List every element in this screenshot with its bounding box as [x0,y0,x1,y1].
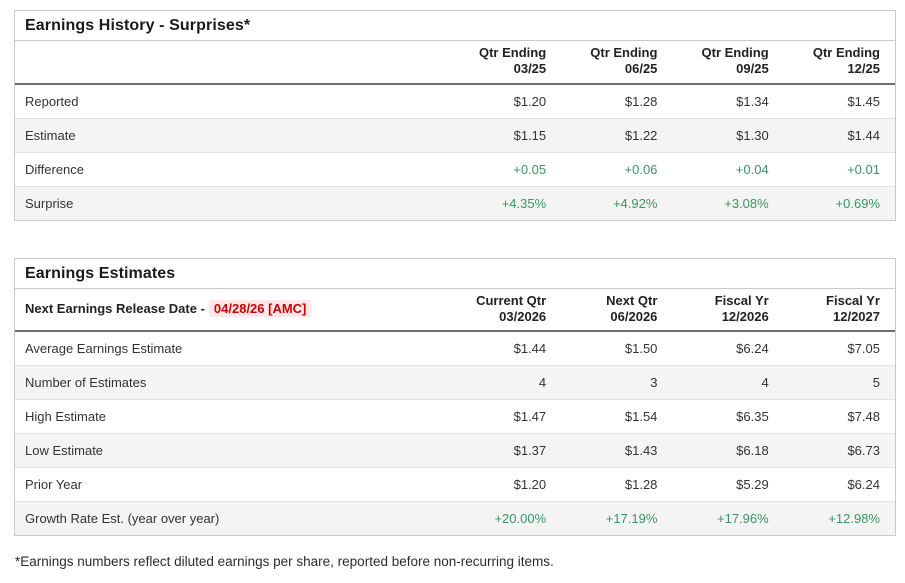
earnings-history-title: Earnings History - Surprises* [15,11,895,41]
row-label: Low Estimate [15,433,450,468]
row-value: $6.24 [783,467,895,502]
row-value: 3 [561,365,673,400]
table-row: Growth Rate Est. (year over year) +20.00%… [15,501,895,535]
column-header-06-2026: Next Qtr 06/2026 [561,288,673,332]
row-value: $6.73 [783,433,895,468]
earnings-estimates-table: Next Earnings Release Date -04/28/26 [AM… [15,288,895,535]
table-row: Estimate $1.15 $1.22 $1.30 $1.44 [15,117,895,152]
column-header-row: Qtr Ending 03/25 Qtr Ending 06/25 Qtr Ending… [15,41,895,85]
row-value: $7.05 [847,341,880,356]
table-row: Low Estimate $1.37 $1.43 $6.18 $6.73 [15,433,895,468]
row-value: $1.20 [513,93,547,109]
table-row: Difference +0.05 +0.06 +0.04 +0.01 [15,151,895,186]
row-value: $1.22 [561,117,673,152]
row-value: $1.50 [624,341,658,356]
release-date-value: 04/28/26 [AMC] [208,299,312,317]
table-row: High Estimate $1.47 $1.54 $6.35 $7.48 [15,399,895,434]
column-header-03-2026: Current Qtr 03/2026 [449,288,562,332]
earnings-history-card: Earnings History - Surprises* Qtr Ending… [14,10,896,221]
row-value: +17.96% [672,501,784,535]
column-header-12-25: Qtr Ending 12/25 [783,41,895,85]
row-value: 4 [672,365,784,400]
row-value: $1.28 [624,93,658,109]
table-row: Reported $1.20 $1.28 $1.34 $1.45 [15,84,895,119]
earnings-estimates-card: Earnings Estimates Next Earnings Release… [14,257,896,536]
row-value: $1.54 [561,399,673,434]
row-value: +3.08% [672,185,784,220]
column-header-03-25: Qtr Ending 03/25 [449,41,562,85]
row-label: Surprise [15,185,450,220]
release-date-label: Next Earnings Release Date - [25,300,205,316]
row-value: +0.69% [783,185,895,220]
row-value: +0.05 [449,151,562,186]
row-value: +4.35% [449,185,562,220]
row-value: $1.30 [672,117,784,152]
row-value: +0.04 [672,151,784,186]
table-row: Surprise +4.35% +4.92% +3.08% +0.69% [15,185,895,220]
row-value: $1.15 [449,117,562,152]
row-value: +0.06 [561,151,673,186]
earnings-footnote: *Earnings numbers reflect diluted earnin… [15,554,554,569]
row-label: High Estimate [15,399,450,434]
row-value: +17.19% [561,501,673,535]
row-value: +12.98% [783,501,895,535]
row-value: 4 [449,365,562,400]
row-value: $7.48 [783,399,895,434]
row-value: $1.44 [783,117,895,152]
row-value: $1.20 [449,467,562,502]
row-value: +20.00% [449,501,562,535]
row-value: $5.29 [672,467,784,502]
row-label: Average Earnings Estimate [25,341,183,356]
header-corner-cell [15,41,450,85]
column-header-12-2027: Fiscal Yr 12/2027 [783,288,895,332]
row-label: Estimate [15,117,450,152]
row-value: $6.35 [672,399,784,434]
row-value: $1.47 [449,399,562,434]
row-label: Number of Estimates [15,365,450,400]
earnings-history-table: Qtr Ending 03/25 Qtr Ending 06/25 Qtr Ending… [15,41,895,220]
earnings-estimates-title: Earnings Estimates [15,259,895,289]
row-value: +0.01 [783,151,895,186]
row-value: $1.28 [561,467,673,502]
row-label: Growth Rate Est. (year over year) [15,501,450,535]
row-value: +4.92% [561,185,673,220]
row-value: 5 [783,365,895,400]
row-value: $1.45 [847,93,880,109]
row-value: $1.37 [449,433,562,468]
row-value: $6.24 [736,341,769,356]
next-earnings-release-date: Next Earnings Release Date -04/28/26 [AM… [15,288,450,332]
column-header-row: Next Earnings Release Date -04/28/26 [AM… [15,288,895,332]
column-header-06-25: Qtr Ending 06/25 [561,41,673,85]
row-value: $1.34 [736,93,769,109]
row-value: $6.18 [672,433,784,468]
row-label: Difference [15,151,450,186]
table-row: Number of Estimates 4 3 4 5 [15,365,895,400]
row-label: Prior Year [15,467,450,502]
row-label: Reported [25,93,79,109]
table-row: Average Earnings Estimate $1.44 $1.50 $6.24… [15,331,895,366]
column-header-09-25: Qtr Ending 09/25 [672,41,784,85]
row-value: $1.43 [561,433,673,468]
column-header-12-2026: Fiscal Yr 12/2026 [672,288,784,332]
table-row: Prior Year $1.20 $1.28 $5.29 $6.24 [15,467,895,502]
row-value: $1.44 [513,341,547,356]
